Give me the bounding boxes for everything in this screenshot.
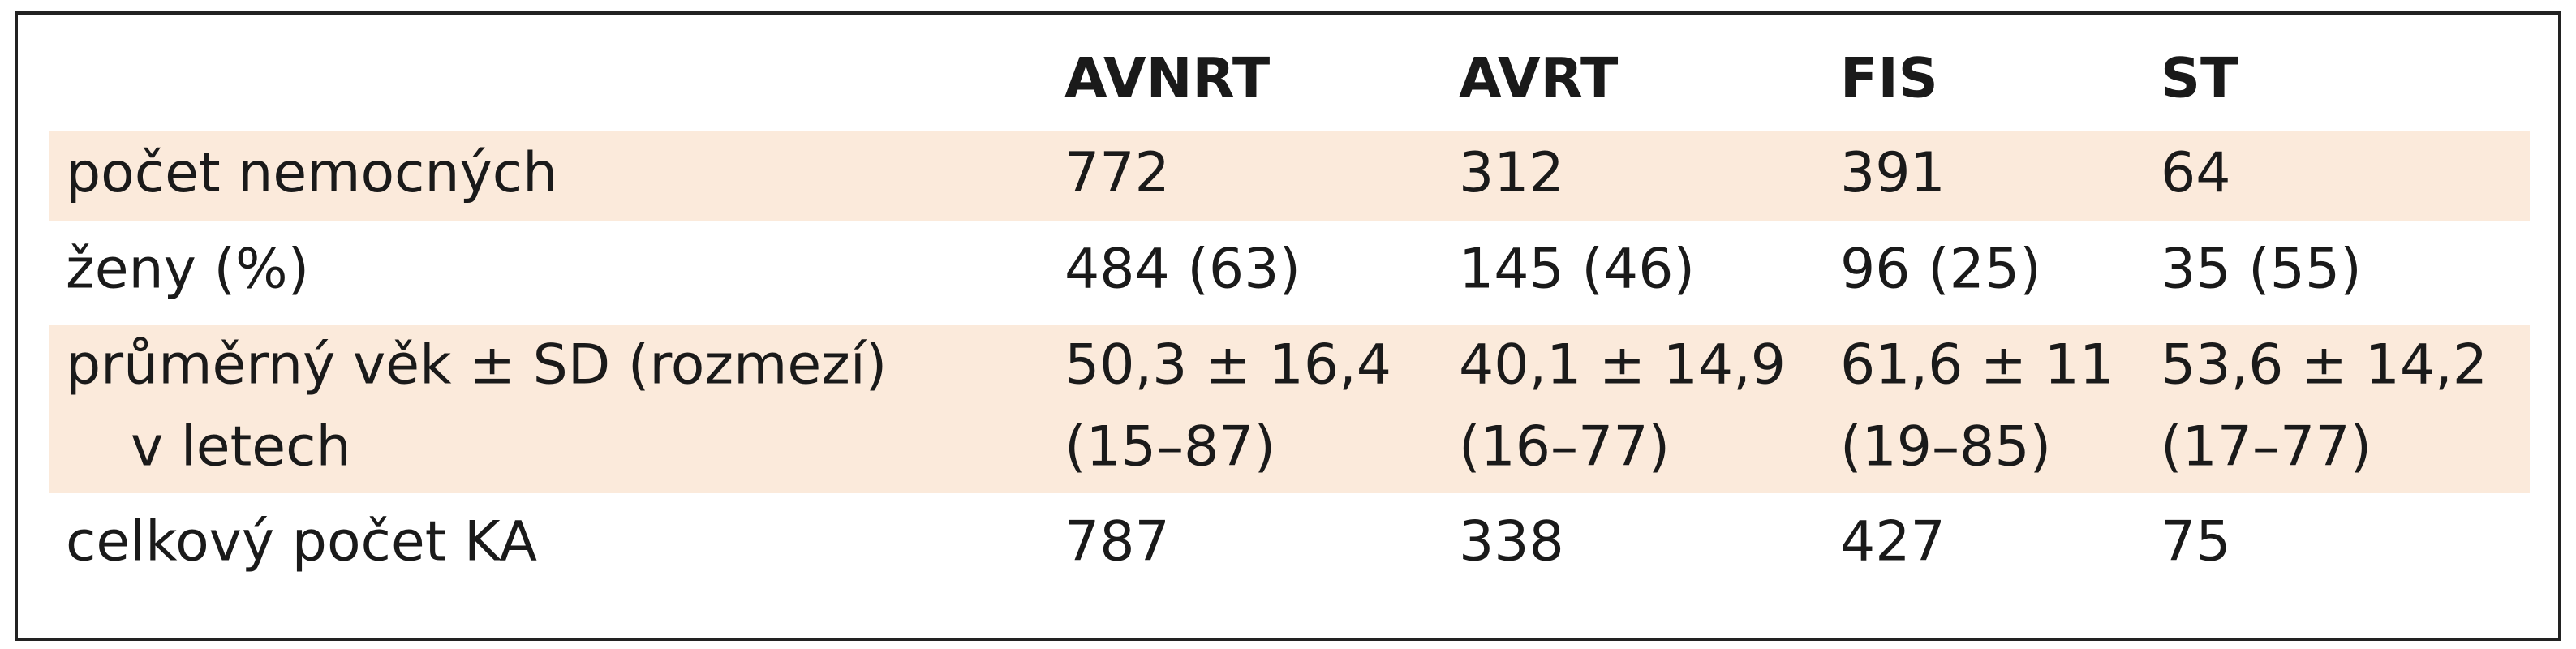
row-shade — [49, 131, 2530, 221]
row-label: celkový počet KA — [66, 510, 537, 574]
cell: 787 — [1064, 510, 1170, 574]
cell: 145 (46) — [1459, 238, 1695, 302]
row-label: v letech — [131, 415, 351, 479]
cell: 96 (25) — [1840, 238, 2041, 302]
column-header: AVNRT — [1064, 47, 1271, 111]
cell: 427 — [1840, 510, 1946, 574]
cell: 391 — [1840, 141, 1946, 205]
cell: 35 (55) — [2161, 238, 2362, 302]
cell: 61,6 ± 11 — [1840, 333, 2114, 398]
row-label: počet nemocných — [66, 141, 557, 205]
cell: 772 — [1064, 141, 1170, 205]
cell: 64 — [2161, 141, 2231, 205]
cell: (17–77) — [2161, 415, 2372, 479]
column-header: FIS — [1840, 47, 1938, 111]
cell: 53,6 ± 14,2 — [2161, 333, 2488, 398]
cell: 75 — [2161, 510, 2231, 574]
cell: (15–87) — [1064, 415, 1275, 479]
cell: (16–77) — [1459, 415, 1670, 479]
row-label: průměrný věk ± SD (rozmezí) — [66, 333, 887, 398]
cell: 40,1 ± 14,9 — [1459, 333, 1786, 398]
column-header: ST — [2161, 47, 2238, 111]
row-label: ženy (%) — [66, 238, 309, 302]
row-shade — [49, 325, 2530, 493]
cell: 338 — [1459, 510, 1564, 574]
cell: (19–85) — [1840, 415, 2051, 479]
cell: 484 (63) — [1064, 238, 1301, 302]
cell: 50,3 ± 16,4 — [1064, 333, 1391, 398]
column-header: AVRT — [1459, 47, 1619, 111]
cell: 312 — [1459, 141, 1564, 205]
